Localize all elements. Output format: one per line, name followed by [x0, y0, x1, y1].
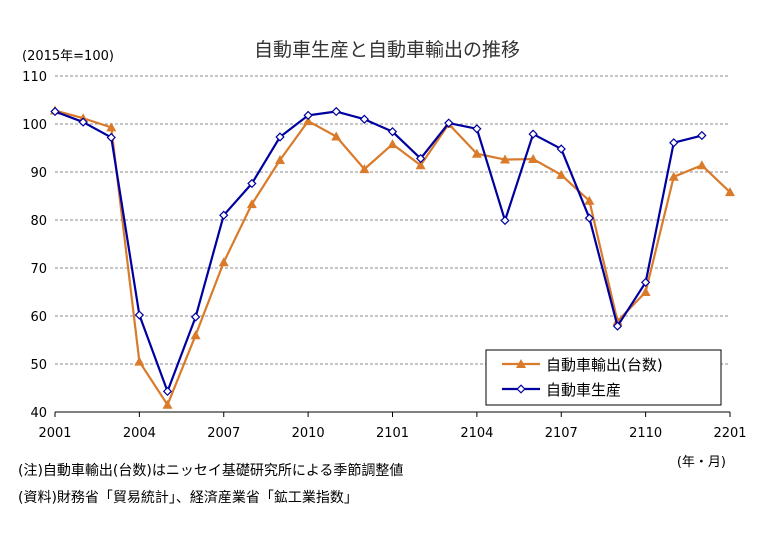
y-tick-label-70: 70	[30, 262, 47, 277]
series-2-point-2101	[387, 127, 398, 137]
series-2-point-2105	[500, 215, 510, 226]
y-axis-unit-label: (2015年=100)	[22, 49, 114, 64]
series-1-point-2104	[471, 148, 482, 158]
series-line-2	[54, 110, 703, 393]
series-2-point-2006	[190, 312, 201, 322]
series-2-point-2108	[584, 213, 595, 223]
series-2	[50, 106, 707, 397]
y-tick-label-40: 40	[30, 406, 47, 421]
series-1-point-2105	[500, 154, 510, 164]
series-1-point-2102	[415, 160, 426, 170]
x-tick-label-2004: 2004	[123, 426, 156, 441]
series-1-point-2101	[387, 139, 398, 149]
y-tick-label-80: 80	[30, 214, 47, 229]
legend-marker-2	[516, 384, 526, 394]
y-tick-label-60: 60	[30, 310, 47, 325]
chart-title: 自動車生産と自動車輸出の推移	[254, 39, 520, 61]
y-tick-label-50: 50	[30, 358, 47, 373]
series-2-point-2112	[697, 130, 707, 141]
series-2-point-2012	[359, 114, 370, 124]
series-1-point-2005	[162, 399, 173, 409]
x-tick-label-2104: 2104	[460, 426, 493, 441]
series-1-point-2007	[218, 257, 229, 267]
x-tick-label-2001: 2001	[38, 426, 71, 441]
x-tick-label-2201: 2201	[713, 426, 746, 441]
series-2-point-2103	[444, 118, 454, 128]
series-1-point-2110	[640, 287, 651, 296]
series-2-point-2008	[247, 178, 257, 189]
series-1-point-2009	[275, 155, 285, 164]
series-2-point-2110	[640, 277, 651, 288]
series-2-point-2109	[612, 321, 623, 331]
series-2-point-2107	[556, 144, 566, 154]
series-1-point-2011	[331, 131, 342, 141]
series-2-point-2104	[472, 124, 482, 134]
series-2-point-2009	[275, 132, 285, 142]
series-1-point-2004	[134, 356, 145, 366]
y-tick-label-100: 100	[22, 118, 47, 133]
x-tick-label-2010: 2010	[292, 426, 325, 441]
x-tick-label-2107: 2107	[545, 426, 578, 441]
series-1-point-2106	[528, 154, 539, 164]
y-tick-label-90: 90	[30, 166, 47, 181]
series-1-point-2010	[303, 116, 314, 126]
gridlines	[55, 75, 730, 365]
series-1-point-2008	[246, 199, 257, 209]
series-2-point-2111	[669, 138, 679, 148]
series-1-point-2107	[556, 169, 567, 179]
x-axis-unit-label: (年・月)	[677, 455, 726, 470]
series-2-point-2001	[50, 106, 60, 117]
series-2-point-2106	[528, 129, 538, 139]
series-1-point-2108	[584, 195, 595, 205]
series-2-point-2003	[106, 132, 116, 143]
series-1-point-2003	[106, 122, 117, 132]
series-2-point-2010	[303, 110, 313, 121]
y-tick-label-110: 110	[22, 70, 47, 85]
series-1-point-2012	[359, 164, 370, 174]
x-tick-label-2110: 2110	[629, 426, 662, 441]
series-1-point-2111	[668, 171, 679, 181]
series-2-point-2007	[219, 210, 229, 220]
x-tick-label-2007: 2007	[207, 426, 240, 441]
series-1	[50, 105, 735, 409]
legend-label-1: 自動車輸出(台数)	[546, 356, 663, 374]
legend-label-2: 自動車生産	[546, 381, 621, 399]
series-2-point-2011	[331, 106, 341, 117]
legend-box	[485, 349, 722, 406]
legend: 自動車輸出(台数) 自動車生産	[485, 349, 722, 406]
series-2-point-2102	[415, 153, 426, 164]
x-axis-ticks: 2001 2004 2007 2010 2101 2104 2107 2110 2201	[38, 412, 747, 441]
series-layer	[50, 105, 735, 409]
series-2-point-2002	[78, 117, 88, 127]
y-axis-ticks: 40 50 60 70 80 90 100 110	[22, 70, 47, 421]
series-2-point-2005	[162, 386, 173, 397]
footnote-source: (資料)財務省「貿易統計」、経済産業省「鉱工業指数」	[18, 490, 358, 506]
footnote-note: (注)自動車輸出(台数)はニッセイ基礎研究所による季節調整値	[18, 463, 404, 479]
x-tick-label-2101: 2101	[376, 426, 409, 441]
series-1-point-2201	[725, 187, 735, 197]
series-1-point-2112	[696, 160, 707, 170]
series-1-point-2006	[190, 330, 201, 340]
series-2-point-2004	[134, 310, 145, 320]
legend-marker-1	[516, 359, 526, 368]
